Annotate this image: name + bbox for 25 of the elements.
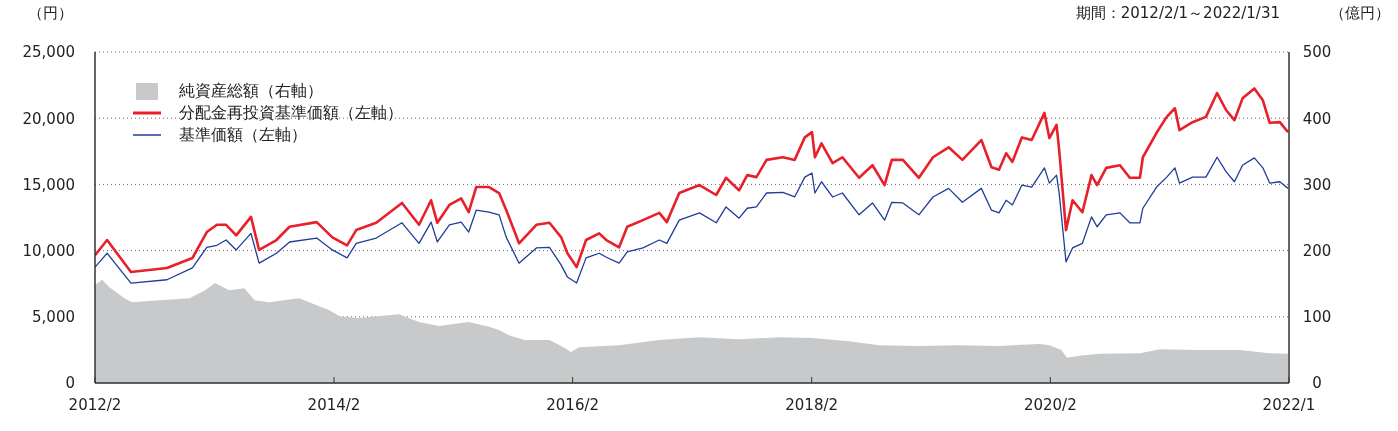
y-tick-label: 0 xyxy=(65,374,75,393)
x-tick-label: 2022/1 xyxy=(1262,395,1316,414)
y-tick-label: 25,000 xyxy=(22,43,75,62)
x-tick-label: 2020/2 xyxy=(1023,395,1077,414)
x-tick-label: 2012/2 xyxy=(68,395,122,414)
x-tick-label: 2018/2 xyxy=(785,395,839,414)
legend-label: 分配金再投資基準価額（左軸） xyxy=(179,102,403,124)
y2-tick-label: 400 xyxy=(1302,109,1332,128)
legend-label: 純資産総額（右軸） xyxy=(179,80,323,102)
y2-axis-title: （億円） xyxy=(1330,4,1390,23)
legend-label: 基準価額（左軸） xyxy=(179,124,307,146)
y2-tick-label: 100 xyxy=(1302,308,1332,327)
y-tick-label: 5,000 xyxy=(32,308,75,327)
y-axis-title: （円） xyxy=(28,4,73,23)
line-series xyxy=(95,156,1289,284)
y-tick-label: 15,000 xyxy=(22,175,75,194)
y2-tick-label: 0 xyxy=(1312,374,1322,393)
y2-tick-label: 300 xyxy=(1302,175,1332,194)
x-tick-label: 2014/2 xyxy=(307,395,361,414)
text: 期間：2012/2/1～2022/1/31 xyxy=(1075,4,1280,23)
y2-tick-label: 500 xyxy=(1302,43,1332,62)
y2-tick-label: 200 xyxy=(1302,241,1332,260)
x-tick-label: 2016/2 xyxy=(546,395,600,414)
y-tick-label: 20,000 xyxy=(22,109,75,128)
y-tick-label: 10,000 xyxy=(22,241,75,260)
